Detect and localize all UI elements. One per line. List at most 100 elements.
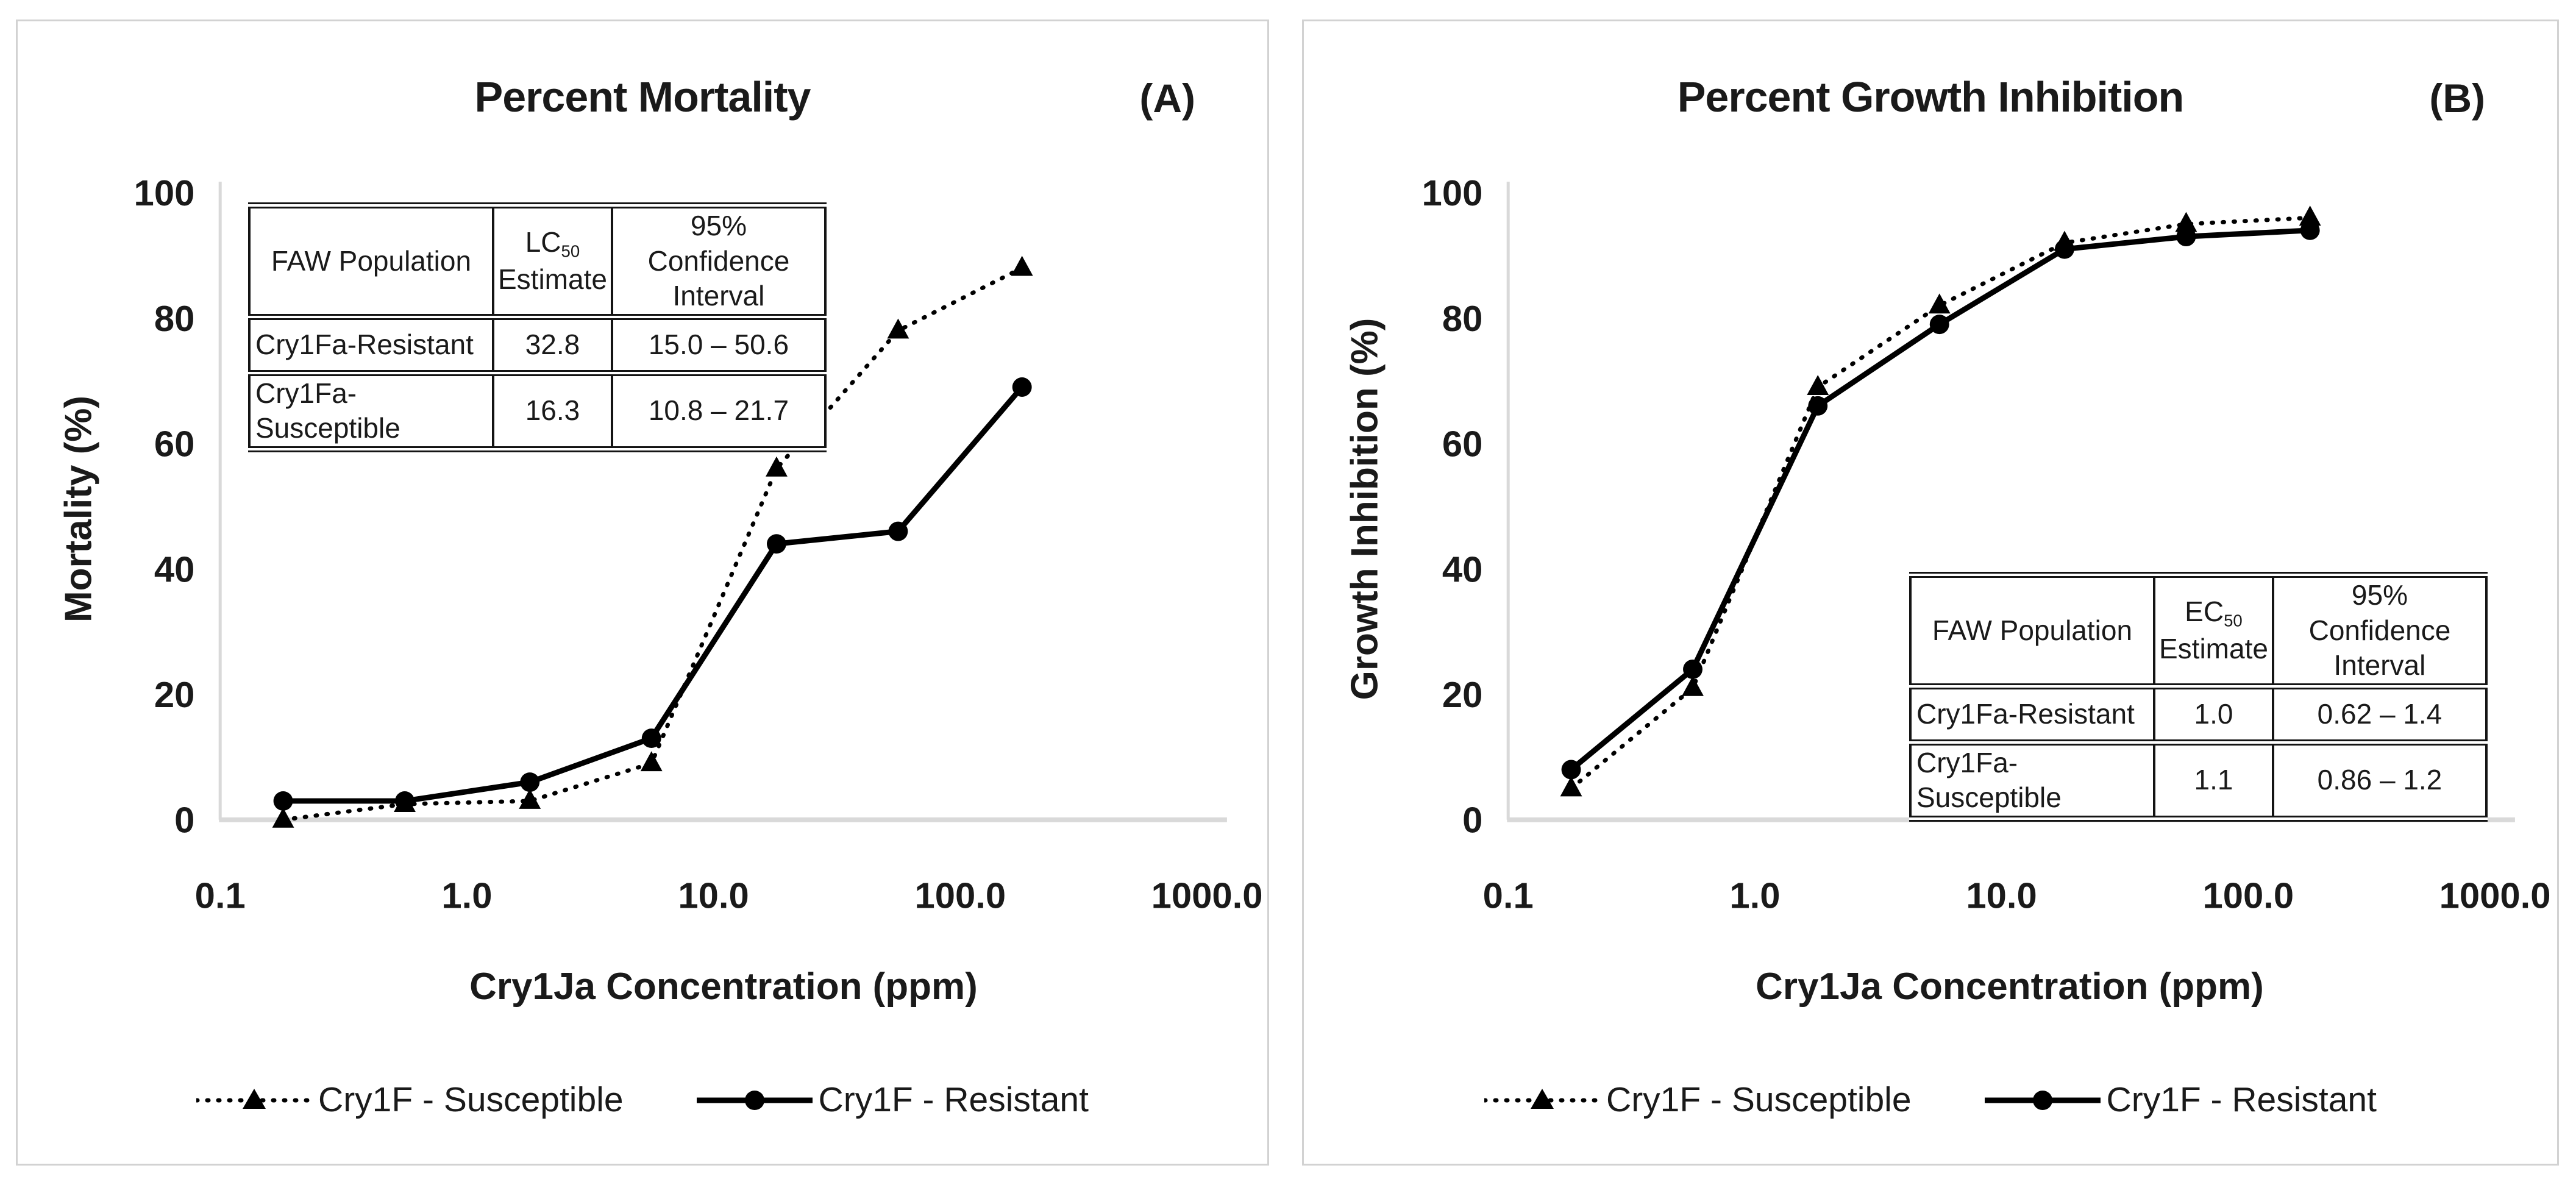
circle-marker <box>2300 220 2320 240</box>
panel-label: (B) <box>2429 76 2485 121</box>
legend: Cry1F - Susceptible Cry1F - Resistant <box>18 1080 1267 1120</box>
circle-marker <box>1012 377 1032 397</box>
x-tick-label: 0.1 <box>1483 875 1534 916</box>
legend-swatch-susceptible <box>1484 1089 1601 1109</box>
x-tick-label: 10.0 <box>678 875 749 916</box>
legend-item: Cry1F - Susceptible <box>196 1080 624 1120</box>
plot-area: 0 20 40 60 80 100 0.1 1.0 10.0 100.0 1000.0 <box>1422 173 2551 916</box>
circle-marker <box>2176 227 2196 247</box>
legend-label: Cry1F - Susceptible <box>1606 1080 1912 1119</box>
legend-circle-marker <box>2032 1091 2052 1110</box>
legend-item: Cry1F - Susceptible <box>1484 1080 1912 1120</box>
y-tick-label: 100 <box>1422 173 1483 213</box>
y-tick-label: 0 <box>174 800 194 841</box>
table-row: Cry1Fa-Resistant 32.8 15.0 – 50.6 <box>248 313 827 376</box>
table-cell: Cry1Fa-Resistant <box>1909 683 2155 746</box>
table-cell: 0.62 – 1.4 <box>2271 683 2488 746</box>
y-tick-label: 40 <box>1442 549 1483 589</box>
triangle-marker <box>272 807 294 828</box>
chart-panel-b: Percent Growth Inhibition (B) 0 20 40 60 80 1… <box>1302 20 2559 1166</box>
x-tick-label: 0.1 <box>195 875 246 916</box>
table-cell: 0.86 – 1.2 <box>2271 739 2488 822</box>
triangle-marker <box>640 751 663 772</box>
legend-swatch-resistant <box>696 1091 813 1110</box>
table-cell: 15.0 – 50.6 <box>610 313 827 376</box>
y-tick-label: 60 <box>154 424 195 465</box>
circle-marker <box>1683 659 1703 679</box>
x-tick-label: 10.0 <box>1966 875 2037 916</box>
table-cell: 32.8 <box>492 313 613 376</box>
circle-marker <box>520 772 540 792</box>
x-tick-label: 100.0 <box>2203 875 2294 916</box>
triangle-marker <box>1011 255 1033 276</box>
x-tick-label: 1.0 <box>1729 875 1780 916</box>
chart-title: Percent Mortality <box>474 73 811 121</box>
y-tick-label: 60 <box>1442 424 1483 465</box>
chart-panel-a: Percent Mortality (A) 0 20 40 60 80 100 0.1 1.0… <box>16 20 1269 1166</box>
x-axis-label: Cry1Ja Concentration (ppm) <box>469 966 978 1008</box>
table-row: Cry1Fa-Resistant 1.0 0.62 – 1.4 <box>1909 683 2488 746</box>
circle-marker <box>2054 239 2074 259</box>
y-axis-label: Growth Inhibition (%) <box>1343 318 1386 700</box>
legend-item: Cry1F - Resistant <box>1984 1080 2377 1120</box>
y-tick-label: 0 <box>1462 800 1482 841</box>
table-cell: Cry1Fa-Susceptible <box>248 369 494 452</box>
legend-circle-marker <box>744 1091 764 1110</box>
chart-title: Percent Growth Inhibition <box>1677 73 2185 121</box>
triangle-marker <box>765 456 788 477</box>
inset-table: FAW Population EC50 Estimate 95% Confidence… <box>1909 572 2488 822</box>
x-axis-label: Cry1Ja Concentration (ppm) <box>1756 966 2264 1008</box>
y-tick-label: 20 <box>1442 674 1483 715</box>
y-tick-label: 80 <box>1442 298 1483 339</box>
circle-marker <box>1561 760 1581 780</box>
table-header-row: FAW Population LC50 Estimate 95% Confidence… <box>248 202 827 320</box>
table-header-cell: EC50 Estimate <box>2153 572 2274 689</box>
legend: Cry1F - Susceptible Cry1F - Resistant <box>1304 1080 2557 1120</box>
legend-label: Cry1F - Resistant <box>818 1080 1089 1119</box>
table-cell: Cry1Fa-Susceptible <box>1909 739 2155 822</box>
triangle-marker <box>1682 675 1704 696</box>
table-row: Cry1Fa-Susceptible 16.3 10.8 – 21.7 <box>248 369 827 452</box>
table-header-cell: LC50 Estimate <box>492 202 613 320</box>
triangle-marker <box>1807 375 1829 395</box>
y-tick-label: 100 <box>134 173 195 213</box>
y-tick-label: 40 <box>154 549 195 589</box>
circle-marker <box>395 791 415 811</box>
triangle-marker <box>1560 776 1582 797</box>
circle-marker <box>1808 396 1828 416</box>
table-cell: 16.3 <box>492 369 613 452</box>
table-cell: 1.0 <box>2153 683 2274 746</box>
legend-item: Cry1F - Resistant <box>696 1080 1089 1120</box>
circle-marker <box>273 791 293 811</box>
y-tick-label: 80 <box>154 298 195 339</box>
circle-marker <box>1929 315 1949 335</box>
table-header-cell: 95% Confidence Interval <box>610 202 827 320</box>
triangle-marker <box>2175 212 2197 232</box>
y-axis-label: Mortality (%) <box>57 396 100 622</box>
x-tick-label: 100.0 <box>915 875 1006 916</box>
triangle-marker <box>887 318 909 339</box>
triangle-marker <box>519 789 541 809</box>
x-tick-label: 1000.0 <box>2439 875 2551 916</box>
x-tick-label: 1.0 <box>441 875 492 916</box>
table-header-row: FAW Population EC50 Estimate 95% Confidence… <box>1909 572 2488 689</box>
y-tick-label: 20 <box>154 674 195 715</box>
table-header-cell: 95% Confidence Interval <box>2271 572 2488 689</box>
inset-table: FAW Population LC50 Estimate 95% Confidence… <box>248 202 827 452</box>
legend-swatch-resistant <box>1984 1091 2101 1110</box>
plot-area: 0 20 40 60 80 100 0.1 1.0 10.0 100.0 1000.0 <box>134 173 1263 916</box>
circle-marker <box>766 534 786 554</box>
table-header-cell: FAW Population <box>1909 572 2155 689</box>
legend-label: Cry1F - Susceptible <box>318 1080 624 1119</box>
legend-triangle-marker <box>243 1089 266 1109</box>
table-row: Cry1Fa-Susceptible 1.1 0.86 – 1.2 <box>1909 739 2488 822</box>
triangle-marker <box>2299 205 2321 226</box>
x-tick-label: 1000.0 <box>1151 875 1263 916</box>
triangle-marker <box>1928 293 1951 314</box>
table-header-cell: FAW Population <box>248 202 494 320</box>
circle-marker <box>888 521 908 541</box>
table-cell: 1.1 <box>2153 739 2274 822</box>
legend-label: Cry1F - Resistant <box>2106 1080 2377 1119</box>
table-cell: 10.8 – 21.7 <box>610 369 827 452</box>
